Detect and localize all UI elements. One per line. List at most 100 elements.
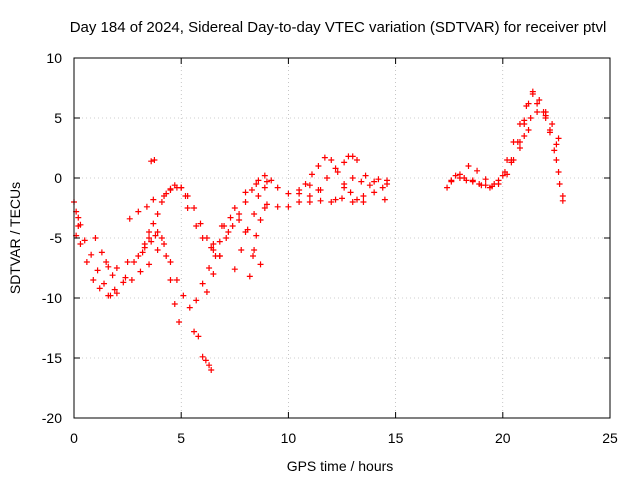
data-point <box>151 157 158 163</box>
data-point <box>191 205 198 211</box>
data-point <box>384 181 391 187</box>
data-point <box>173 277 180 283</box>
series-trace-k <box>161 184 189 199</box>
data-point <box>510 139 517 145</box>
data-point <box>75 214 82 221</box>
data-point <box>341 159 348 166</box>
series-trace-z <box>332 175 391 203</box>
data-point <box>231 205 238 211</box>
data-point <box>98 249 105 256</box>
series-trace-l <box>191 328 202 340</box>
data-point <box>362 172 369 179</box>
data-point <box>347 189 354 196</box>
data-point <box>221 223 228 229</box>
data-point <box>146 261 153 268</box>
data-point <box>371 178 378 185</box>
data-point <box>317 197 324 204</box>
data-point <box>358 178 365 185</box>
data-point <box>251 247 258 253</box>
data-point <box>152 232 159 239</box>
series-trace-h <box>141 182 223 259</box>
data-point <box>474 167 481 174</box>
data-point <box>341 184 348 191</box>
series-trace-b <box>73 232 161 299</box>
x-tick-label: 15 <box>388 430 404 446</box>
data-point <box>81 237 88 244</box>
data-point <box>328 157 335 163</box>
data-point <box>306 193 313 199</box>
data-point <box>101 280 108 287</box>
data-point <box>203 289 210 295</box>
data-point <box>182 193 189 199</box>
data-point <box>339 195 345 202</box>
data-point <box>227 214 234 221</box>
data-point <box>143 203 150 210</box>
data-point <box>150 196 157 203</box>
data-point <box>83 259 90 265</box>
data-point <box>371 189 378 196</box>
data-point <box>92 235 99 241</box>
series-trace-e <box>103 232 159 271</box>
data-point <box>510 157 517 163</box>
data-point <box>184 205 191 211</box>
data-point <box>146 235 153 241</box>
y-tick-label: -20 <box>42 410 62 426</box>
data-point <box>206 265 213 271</box>
data-point <box>504 171 511 178</box>
data-point <box>296 190 303 197</box>
data-point <box>332 165 339 172</box>
series-trace-r <box>246 205 268 280</box>
data-point <box>263 178 270 185</box>
series-trace-w <box>296 154 367 205</box>
data-point <box>231 266 238 273</box>
data-point <box>191 328 198 335</box>
data-point <box>285 203 292 210</box>
data-point <box>141 241 148 247</box>
data-point <box>516 145 523 151</box>
data-point <box>122 274 129 281</box>
data-point <box>366 182 373 189</box>
data-point <box>238 247 245 253</box>
data-point <box>521 117 528 124</box>
data-point <box>261 205 268 211</box>
series-trace-f <box>126 196 157 222</box>
data-point <box>150 220 157 227</box>
data-point <box>349 199 356 205</box>
data-point <box>525 127 532 133</box>
x-tick-label: 10 <box>281 430 297 446</box>
data-point <box>202 357 209 364</box>
data-point <box>559 197 566 204</box>
data-point <box>206 362 213 369</box>
data-point <box>178 184 185 191</box>
data-point <box>375 176 382 183</box>
data-point <box>486 184 493 191</box>
series-trace-j <box>158 235 183 325</box>
data-point <box>253 232 260 239</box>
data-point <box>171 301 178 307</box>
series-trace-o <box>203 211 243 295</box>
data-point <box>180 292 187 299</box>
data-point <box>534 100 541 107</box>
data-point <box>555 169 562 175</box>
data-point <box>199 353 206 360</box>
data-point <box>323 175 330 181</box>
data-point <box>229 223 236 229</box>
data-point <box>523 103 530 109</box>
data-point <box>167 187 174 193</box>
data-point <box>456 171 463 178</box>
data-point <box>163 253 170 259</box>
data-point <box>354 196 361 203</box>
data-point <box>478 182 485 189</box>
data-point <box>107 292 114 299</box>
data-point <box>248 187 255 193</box>
data-point <box>499 172 506 179</box>
series-trace-u <box>255 177 275 199</box>
data-point <box>161 241 168 247</box>
data-point <box>167 259 174 265</box>
chart-title: Day 184 of 2024, Sidereal Day-to-day VTE… <box>70 19 607 36</box>
data-point <box>332 196 339 203</box>
data-point <box>113 265 120 271</box>
data-point <box>176 319 183 325</box>
grid <box>74 58 610 418</box>
